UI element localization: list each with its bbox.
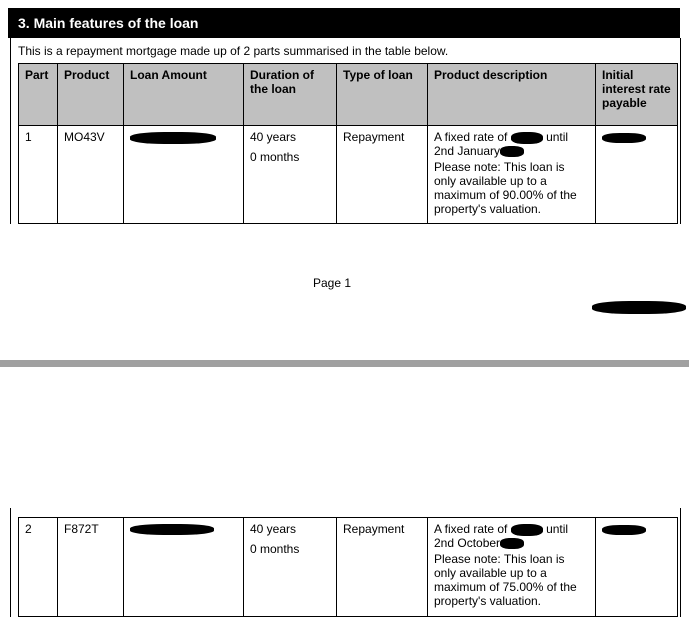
redaction	[602, 132, 646, 143]
type-cell: Repayment	[336, 125, 428, 224]
duration-cell: 40 years 0 months	[243, 125, 337, 224]
table-row: 1 MO43V 40 years 0 months Repayment A fix…	[18, 125, 678, 224]
redaction	[602, 524, 646, 535]
duration-months: 0 months	[250, 150, 300, 164]
duration-years: 40 years	[250, 522, 297, 536]
loan-amount-cell	[123, 125, 244, 224]
loan-table-part1: Part Product Loan Amount Duration of the…	[18, 63, 678, 224]
desc-date: 2nd January	[434, 144, 501, 158]
page-border-left	[10, 38, 11, 224]
redaction	[500, 146, 525, 158]
page-border-left	[10, 508, 11, 617]
interest-rate-cell	[595, 517, 678, 617]
redaction	[500, 538, 525, 550]
desc-note: Please note: This loan is only available…	[434, 160, 577, 216]
duration-months: 0 months	[250, 542, 300, 556]
intro-text: This is a repayment mortgage made up of …	[18, 44, 449, 58]
col-description: Product description	[427, 63, 596, 126]
part-cell: 1	[18, 125, 58, 224]
col-loan-amount: Loan Amount	[123, 63, 244, 126]
col-type: Type of loan	[336, 63, 428, 126]
col-interest-rate: Initial interest rate payable	[595, 63, 678, 126]
desc-note: Please note: This loan is only available…	[434, 552, 577, 608]
col-product: Product	[57, 63, 124, 126]
desc-rate: A fixed rate of	[434, 522, 508, 536]
redaction	[510, 523, 543, 536]
page-separator	[0, 360, 689, 367]
product-cell: F872T	[57, 517, 124, 617]
page-number: Page 1	[312, 276, 352, 290]
description-cell: A fixed rate of until 2nd January Please n…	[427, 125, 596, 224]
type-cell: Repayment	[336, 517, 428, 617]
product-cell: MO43V	[57, 125, 124, 224]
description-cell: A fixed rate of until 2nd October Please n…	[427, 517, 596, 617]
col-part: Part	[18, 63, 58, 126]
table-header-row: Part Product Loan Amount Duration of the…	[18, 63, 678, 126]
redaction	[510, 131, 543, 144]
section-title: 3. Main features of the loan	[8, 8, 680, 38]
desc-until: until	[546, 522, 569, 536]
loan-amount-cell	[123, 517, 244, 617]
col-duration: Duration of the loan	[243, 63, 337, 126]
desc-date: 2nd October	[434, 536, 501, 550]
duration-years: 40 years	[250, 130, 297, 144]
redaction	[592, 301, 686, 314]
interest-rate-cell	[595, 125, 678, 224]
redaction	[130, 131, 216, 144]
loan-table-part2: 2 F872T 40 years 0 months Repayment A fix…	[18, 517, 678, 617]
page-border-right	[680, 38, 681, 224]
page-border-right	[680, 508, 681, 617]
desc-rate: A fixed rate of	[434, 130, 508, 144]
table-row: 2 F872T 40 years 0 months Repayment A fix…	[18, 517, 678, 617]
redaction	[130, 524, 214, 536]
part-cell: 2	[18, 517, 58, 617]
desc-until: until	[546, 130, 569, 144]
duration-cell: 40 years 0 months	[243, 517, 337, 617]
